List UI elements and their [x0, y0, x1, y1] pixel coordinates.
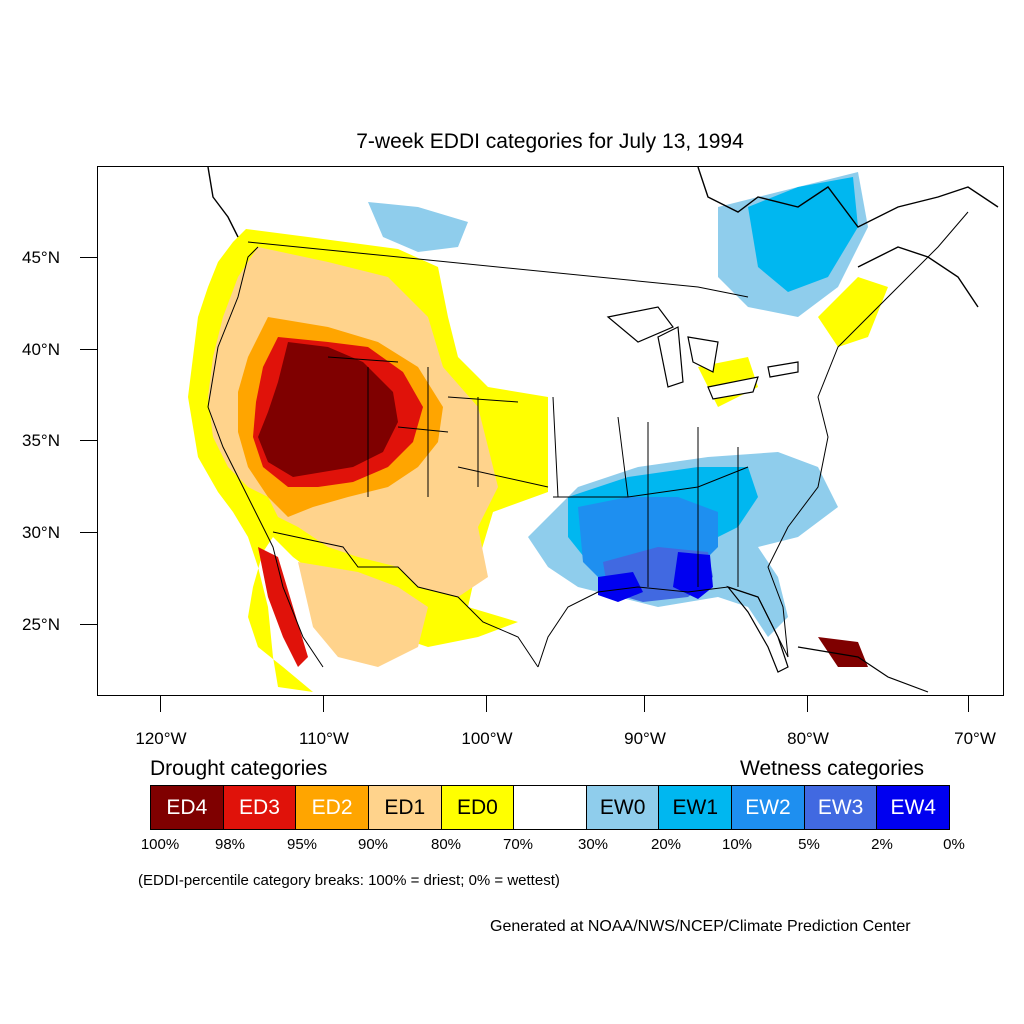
lon-label-110: 110°W — [299, 729, 349, 748]
break-label: 0% — [943, 836, 965, 853]
lon-tick — [323, 696, 324, 712]
florida-outline — [726, 585, 789, 673]
lon-label-80: 80°W — [787, 729, 829, 748]
ew-north-patch — [368, 202, 468, 252]
legend-cat-ew1: EW1 — [659, 786, 733, 829]
lat-tick — [80, 257, 97, 258]
cuba-outline — [797, 646, 929, 693]
ew1-northeast — [748, 177, 858, 292]
eddi-map — [188, 167, 999, 693]
legend-cat-ew3: EW3 — [804, 786, 878, 829]
legend-cat-neutral — [514, 786, 587, 829]
lat-label-45: 45°N — [22, 248, 60, 267]
ew4-region-gulf — [598, 552, 713, 602]
legend-cat-ed4: ED4 — [151, 786, 224, 829]
ed3-baja — [258, 547, 308, 667]
map-title: 7-week EDDI categories for July 13, 1994 — [356, 130, 744, 153]
ed0-northeast — [698, 277, 888, 407]
map-panel — [97, 166, 1004, 696]
break-label: 5% — [798, 836, 820, 853]
legend-cat-ew0: EW0 — [586, 786, 660, 829]
great-lakes — [606, 306, 799, 400]
legend-cat-ed0: ED0 — [441, 786, 515, 829]
ed-mexico — [298, 562, 428, 667]
legend-cat-ed3: ED3 — [223, 786, 297, 829]
break-label: 2% — [871, 836, 893, 853]
legend-cat-ew2: EW2 — [732, 786, 805, 829]
lon-label-120: 120°W — [135, 729, 187, 748]
legend-cat-ed2: ED2 — [296, 786, 369, 829]
lon-tick — [160, 696, 161, 712]
lon-label-70: 70°W — [954, 729, 996, 748]
lon-tick — [807, 696, 808, 712]
category-note: (EDDI-percentile category breaks: 100% =… — [138, 872, 560, 889]
legend-colorbar: ED4 ED3 ED2 ED1 ED0 EW0 EW1 EW2 EW3 EW4 — [150, 785, 950, 830]
legend-cat-ed1: ED1 — [368, 786, 442, 829]
lat-tick — [80, 624, 97, 625]
break-label: 30% — [577, 836, 609, 853]
lat-tick — [80, 532, 97, 533]
lat-label-40: 40°N — [22, 340, 60, 359]
break-label: 80% — [430, 836, 462, 853]
lat-tick — [80, 349, 97, 350]
lat-label-35: 35°N — [22, 431, 60, 450]
break-label: 70% — [502, 836, 534, 853]
drought-heading: Drought categories — [150, 757, 328, 780]
wetness-heading: Wetness categories — [740, 757, 925, 780]
lon-tick — [968, 696, 969, 712]
break-label: 20% — [650, 836, 682, 853]
lon-tick — [644, 696, 645, 712]
break-label: 98% — [214, 836, 246, 853]
lon-label-100: 100°W — [461, 729, 513, 748]
break-label: 95% — [286, 836, 318, 853]
ed-caribbean — [818, 637, 868, 667]
legend-cat-ew4: EW4 — [877, 786, 950, 829]
break-label: 100% — [140, 836, 180, 853]
lat-tick — [80, 440, 97, 441]
break-label: 10% — [721, 836, 753, 853]
ed4-region — [258, 342, 398, 477]
lon-tick — [486, 696, 487, 712]
lat-label-30: 30°N — [22, 523, 60, 542]
lat-label-25: 25°N — [22, 615, 60, 634]
lon-label-90: 90°W — [624, 729, 666, 748]
credit-line: Generated at NOAA/NWS/NCEP/Climate Predi… — [490, 918, 911, 935]
canada-coast — [207, 167, 999, 308]
state-borders — [207, 211, 969, 668]
break-label: 90% — [357, 836, 389, 853]
